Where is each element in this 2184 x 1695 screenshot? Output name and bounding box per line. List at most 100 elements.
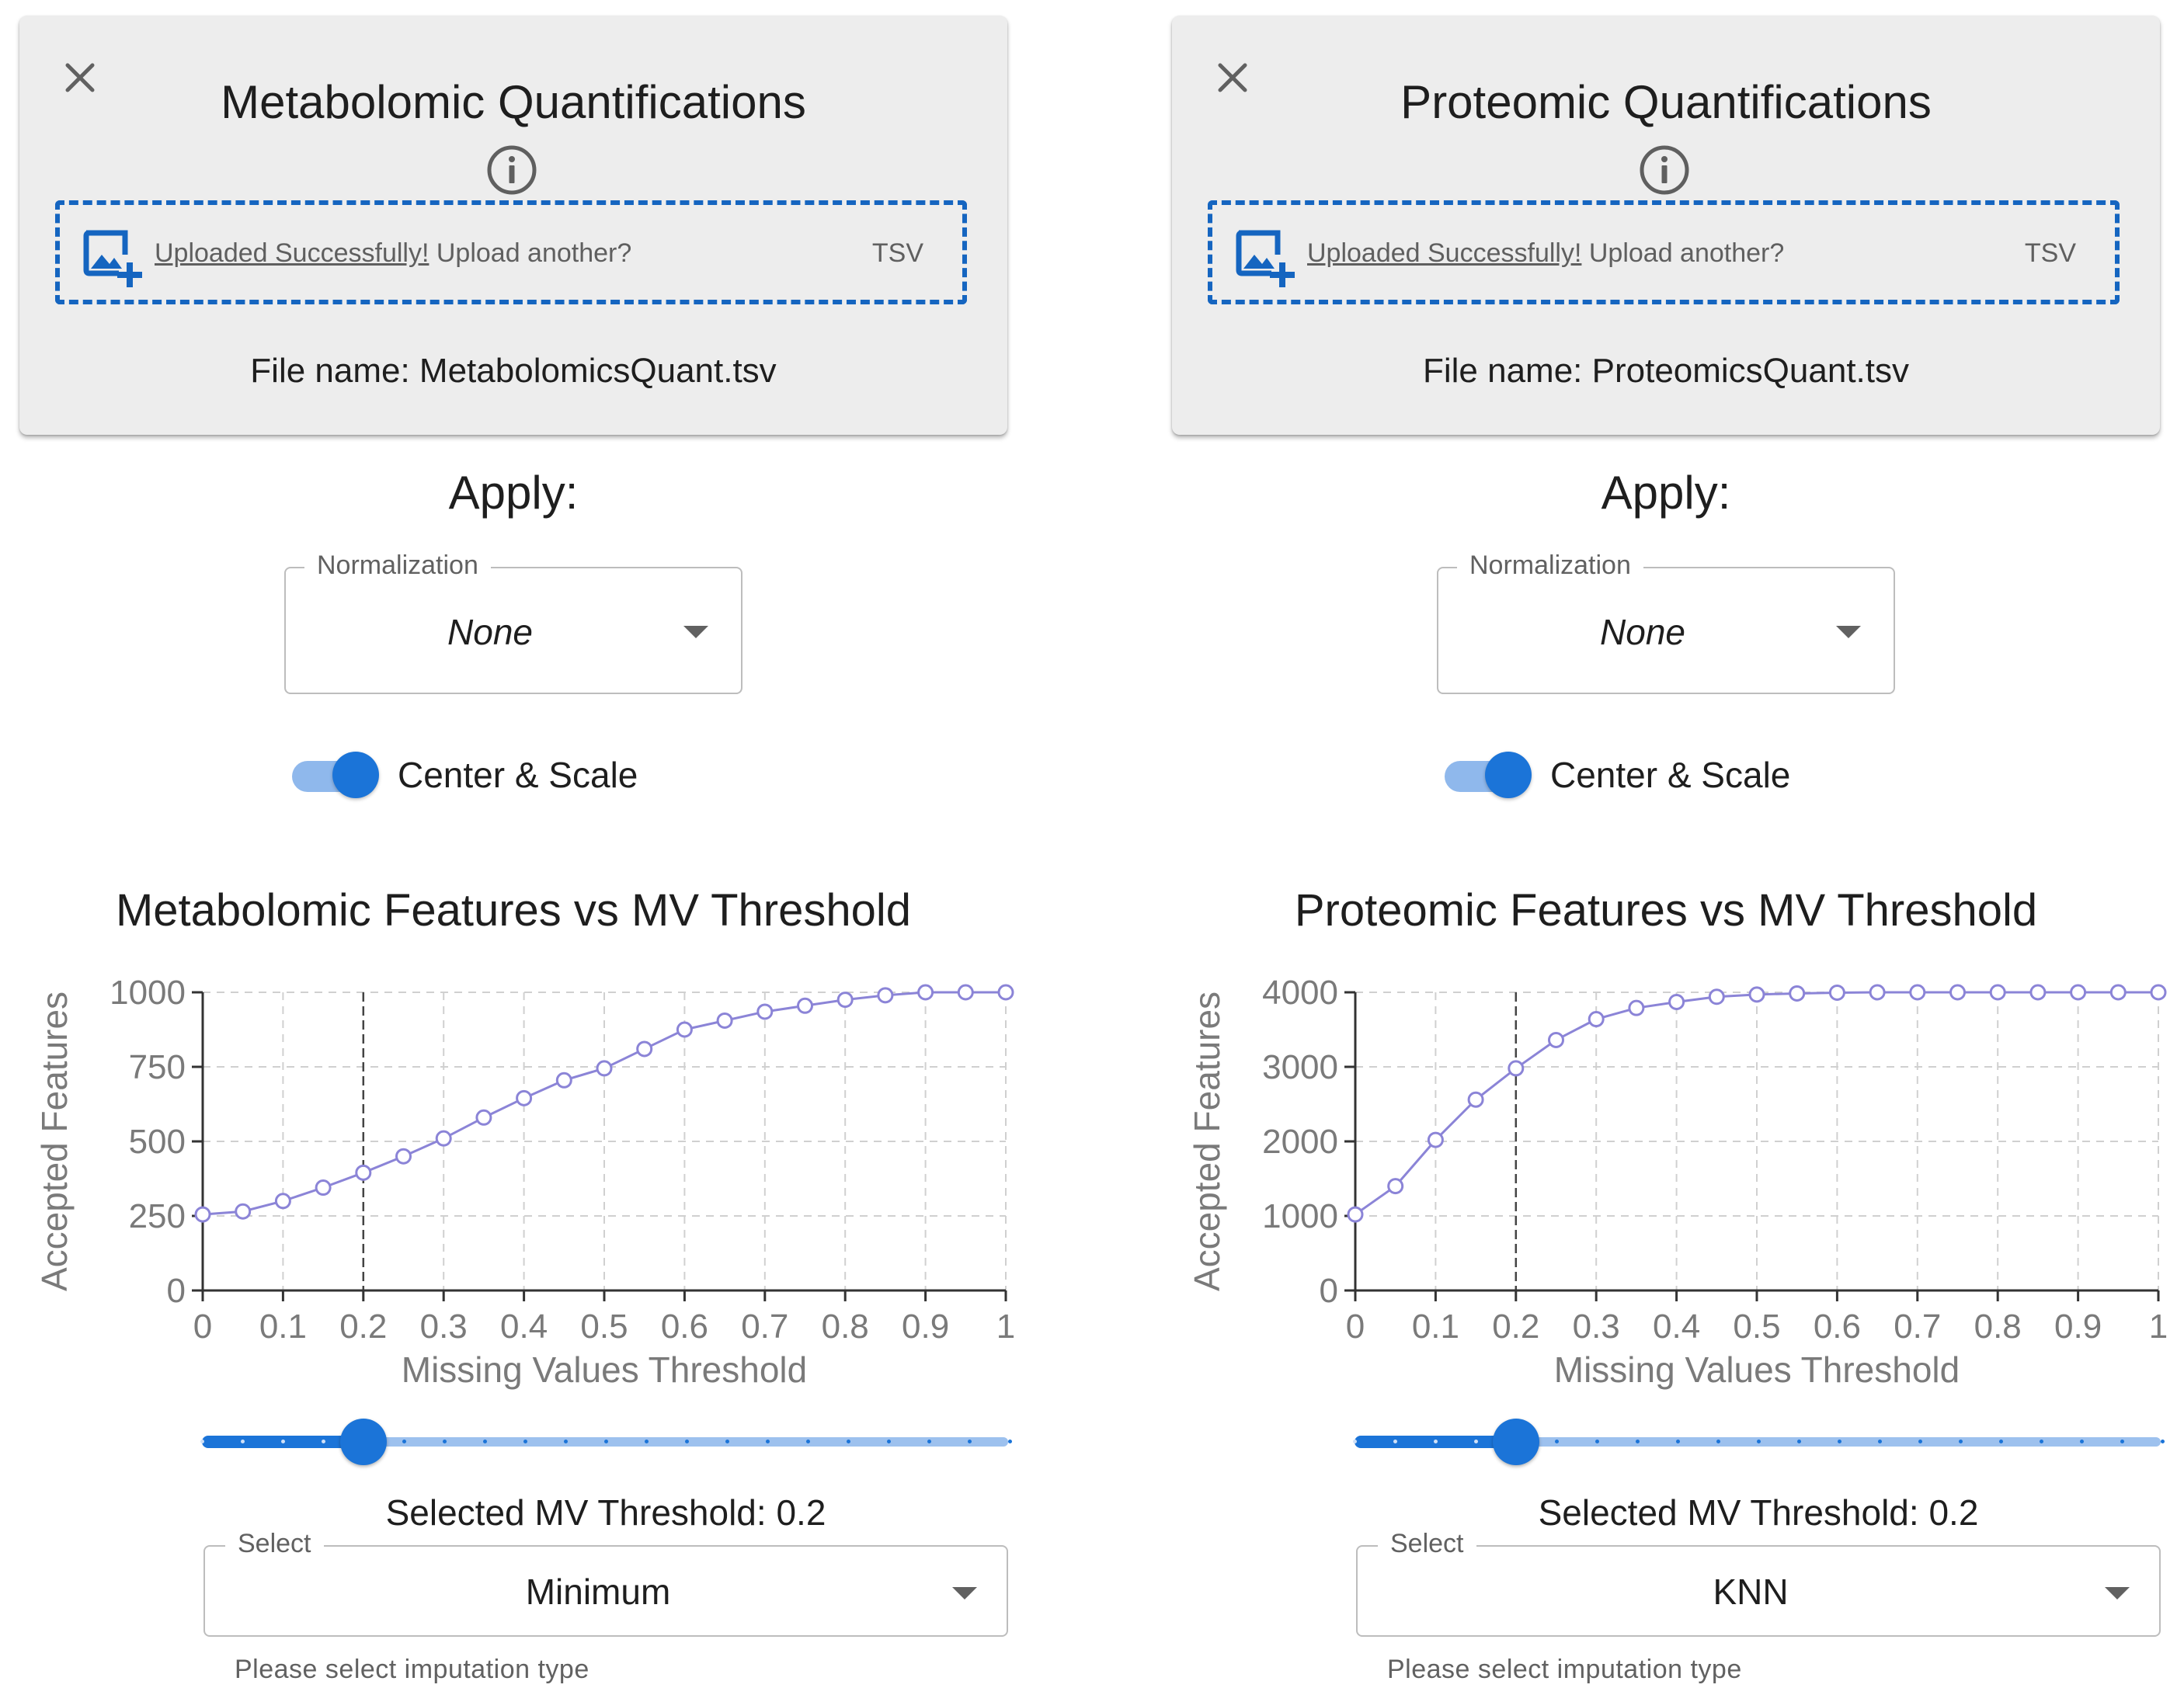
normalization-value: None	[1600, 612, 1685, 652]
data-point	[235, 1203, 252, 1220]
imputation-select[interactable]: Select KNN	[1356, 1527, 2161, 1637]
chart-title: Proteomic Features vs MV Threshold	[1294, 885, 2038, 936]
normalization-label: Normalization	[304, 548, 491, 582]
data-point	[716, 1012, 733, 1029]
slider-mark	[1837, 1440, 1841, 1443]
data-point	[1869, 984, 1886, 1001]
slider-mark	[1958, 1440, 1963, 1443]
info-icon	[487, 145, 537, 195]
file-name: File name: MetabolomicsQuant.tsv	[250, 352, 777, 390]
x-tick-label: 0.2	[339, 1308, 387, 1346]
upload-status: Uploaded Successfully! Upload another?	[155, 236, 631, 270]
slider-mark	[725, 1440, 729, 1443]
normalization-label: Normalization	[1457, 548, 1643, 582]
mv-threshold-slider[interactable]	[1352, 1413, 2165, 1471]
chart-title: Metabolomic Features vs MV Threshold	[115, 885, 911, 936]
mv-threshold-chart: 0 1000 2000 3000 4000 0 0.1 0.2 0.3 0.4 0.5 0.6 0.7 0…	[1187, 974, 2168, 1390]
dropdown-arrow-icon	[1836, 626, 1861, 638]
slider-mark	[1998, 1440, 2003, 1443]
chart-grid	[1355, 992, 2159, 1290]
data-point	[315, 1179, 332, 1197]
slider-mark	[321, 1440, 325, 1443]
file-dropzone[interactable]: Uploaded Successfully! Upload another? T…	[55, 200, 967, 304]
slider-mark	[2039, 1440, 2043, 1443]
slider-mark	[523, 1440, 527, 1443]
close-button[interactable]	[46, 43, 114, 112]
data-point	[1588, 1011, 1605, 1028]
mv-threshold-slider[interactable]	[200, 1413, 1012, 1471]
slider-mark	[2160, 1440, 2165, 1443]
data-point	[596, 1060, 613, 1077]
x-tick-label: 0.1	[1412, 1308, 1459, 1346]
upload-link[interactable]: Uploaded Successfully!	[1307, 238, 1582, 268]
slider-mark	[644, 1440, 649, 1443]
slider-mark	[1918, 1440, 1922, 1443]
apply-heading: Apply:	[448, 467, 579, 519]
x-tick-label: 0.8	[822, 1308, 869, 1346]
info-button[interactable]	[485, 144, 538, 196]
data-point	[957, 984, 974, 1001]
slider-mark	[200, 1440, 204, 1443]
y-tick-label: 0	[167, 1272, 186, 1310]
imputation-label: Select	[225, 1527, 324, 1561]
imputation-select[interactable]: Select Minimum	[203, 1527, 1008, 1637]
card-title: Metabolomic Quantifications	[221, 76, 806, 128]
file-type-label: TSV	[2024, 238, 2076, 268]
slider-mark	[886, 1440, 891, 1443]
slider-mark	[1393, 1440, 1397, 1443]
slider-mark	[1554, 1440, 1559, 1443]
data-point	[2109, 984, 2127, 1001]
slider-mark	[1595, 1440, 1599, 1443]
slider-thumb[interactable]	[340, 1419, 387, 1465]
file-dropzone[interactable]: Uploaded Successfully! Upload another? T…	[1208, 200, 2120, 304]
y-tick-label: 750	[129, 1048, 186, 1086]
normalization-select[interactable]: Normalization None	[1437, 548, 1895, 694]
slider-mark	[1796, 1440, 1801, 1443]
data-point	[1548, 1031, 1564, 1048]
x-tick-label: 1	[2149, 1308, 2168, 1346]
slider-mark	[1635, 1440, 1640, 1443]
y-axis-label: Accepted Features	[1187, 992, 1227, 1291]
center-scale-switch[interactable]	[1443, 750, 1533, 800]
center-scale-switch[interactable]	[290, 750, 381, 800]
data-point	[1708, 988, 1725, 1006]
slider-mark	[442, 1440, 447, 1443]
imputation-helper-text: Please select imputation type	[1387, 1655, 1742, 1684]
slider-thumb[interactable]	[1493, 1419, 1539, 1465]
slider-mark	[1756, 1440, 1761, 1443]
y-tick-label: 1000	[110, 974, 186, 1012]
data-point	[1467, 1091, 1484, 1108]
x-tick-label: 0.6	[661, 1308, 708, 1346]
data-point	[1668, 993, 1685, 1010]
data-point	[2029, 984, 2047, 1001]
slider-mark	[765, 1440, 770, 1443]
data-point	[756, 1003, 774, 1020]
imputation-value: Minimum	[525, 1572, 671, 1612]
data-point	[355, 1164, 372, 1181]
normalization-value: None	[447, 612, 533, 652]
data-point	[877, 987, 894, 1004]
slider-mark	[402, 1440, 406, 1443]
x-tick-label: 0.4	[500, 1308, 548, 1346]
data-point	[1909, 984, 1926, 1001]
slider-mark	[846, 1440, 850, 1443]
dropdown-arrow-icon	[683, 626, 708, 638]
slider-mark	[805, 1440, 810, 1443]
data-point	[2150, 984, 2167, 1001]
slider-mark	[1433, 1440, 1438, 1443]
dropdown-arrow-icon	[2105, 1587, 2130, 1599]
normalization-select[interactable]: Normalization None	[284, 548, 742, 694]
switch-thumb[interactable]	[1485, 752, 1532, 798]
x-tick-label: 0.5	[580, 1308, 628, 1346]
close-button[interactable]	[1198, 43, 1267, 112]
switch-thumb[interactable]	[332, 752, 379, 798]
center-scale-label: Center & Scale	[1550, 755, 1791, 795]
info-button[interactable]	[1638, 144, 1691, 196]
x-tick-label: 0	[1346, 1308, 1365, 1346]
slider-mark	[1352, 1440, 1357, 1443]
slider-mark	[1877, 1440, 1882, 1443]
upload-link[interactable]: Uploaded Successfully!	[155, 238, 429, 268]
add-photo-icon	[1236, 230, 1295, 287]
proteomic-panel: Proteomic Quantifications Uploaded Succe…	[1153, 0, 2184, 1695]
upload-card: Proteomic Quantifications Uploaded Succe…	[1172, 16, 2160, 435]
